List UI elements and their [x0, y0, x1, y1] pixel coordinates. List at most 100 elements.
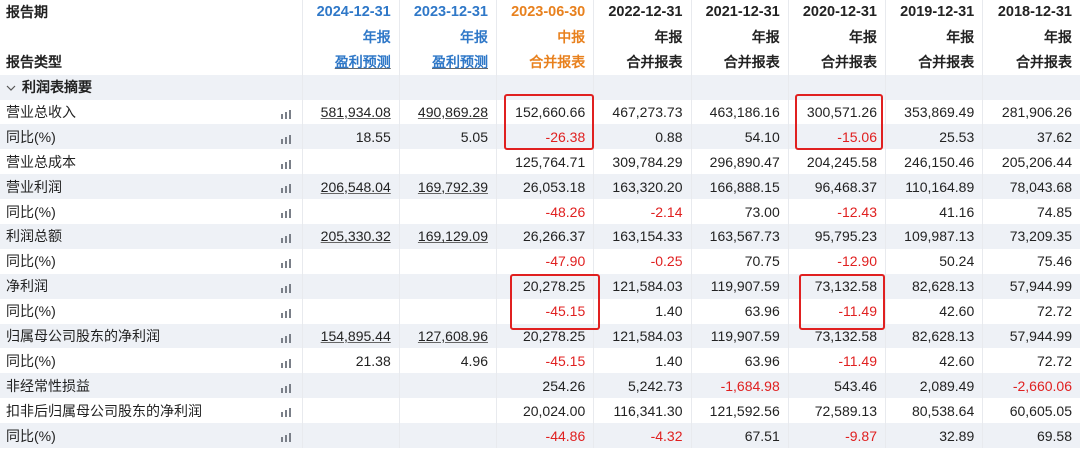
table-cell: 125,764.71	[495, 149, 594, 175]
column-report-kind: 年报	[787, 24, 886, 50]
table-cell: 63.96	[690, 298, 789, 324]
column-report-type[interactable]: 盈利预测	[301, 49, 400, 75]
bar-chart-icon[interactable]	[280, 431, 294, 443]
column-report-kind: 年报	[690, 24, 789, 50]
table-cell: 82,628.13	[884, 323, 983, 349]
row-label: 净利润	[0, 273, 280, 299]
table-cell	[301, 248, 400, 274]
bar-chart-icon[interactable]	[280, 357, 294, 368]
row-label: 同比(%)	[6, 253, 56, 270]
table-cell: 206,548.04	[301, 174, 400, 200]
table-cell: 57,944.99	[982, 273, 1080, 299]
table-cell	[301, 398, 400, 424]
table-row: 营业总成本 125,764.71 309,784.29 296,890.47 204,2…	[0, 149, 1080, 175]
row-label: 同比(%)	[0, 124, 280, 150]
bar-chart-icon[interactable]	[280, 406, 294, 418]
table-cell: 119,907.59	[690, 273, 789, 299]
table-cell	[301, 423, 400, 449]
column-date[interactable]: 2020-12-31	[787, 0, 886, 25]
bar-chart-icon[interactable]	[280, 133, 294, 144]
column-report-type[interactable]: 盈利预测	[398, 49, 497, 75]
table-cell	[301, 273, 400, 299]
column-date[interactable]: 2019-12-31	[884, 0, 983, 25]
bar-chart-icon[interactable]	[280, 207, 294, 219]
row-label: 归属母公司股东的净利润	[0, 323, 280, 349]
table-row: 非经常性损益 254.26 5,242.73 -1,684.98 543.46 2,089…	[0, 373, 1080, 399]
table-cell: 70.75	[690, 248, 789, 274]
table-cell: 4.96	[398, 348, 497, 374]
row-label: 同比(%)	[6, 352, 56, 369]
bar-chart-icon[interactable]	[280, 108, 294, 119]
row-label: 非经常性损益	[0, 373, 280, 399]
table-cell: 163,567.73	[690, 224, 789, 249]
column-date[interactable]: 2023-06-30	[495, 0, 594, 25]
column-report-type: 合并报表	[787, 49, 886, 75]
table-cell: 57,944.99	[982, 323, 1080, 349]
column-report-kind: 年报	[593, 24, 691, 50]
bar-chart-icon[interactable]	[280, 282, 294, 294]
table-row: 同比(%) -45.15 1.40 63.96 -11.49 42.60 72.72	[0, 298, 1080, 324]
column-date[interactable]: 2024-12-31	[301, 0, 400, 25]
column-report-type: 合并报表	[690, 49, 789, 75]
table-row: 同比(%) -48.26 -2.14 73.00 -12.43 41.16 74.85	[0, 199, 1080, 225]
table-cell: 116,341.30	[593, 398, 691, 424]
table-cell	[398, 298, 497, 324]
table-cell: -11.49	[787, 348, 886, 374]
bar-chart-icon[interactable]	[280, 257, 294, 269]
table-row: 净利润 20,278.25 121,584.03 119,907.59 73,132.5…	[0, 273, 1080, 299]
table-cell: 67.51	[690, 423, 789, 449]
bar-chart-icon[interactable]	[280, 382, 294, 393]
table-cell: 110,164.89	[884, 174, 983, 200]
table-cell: 119,907.59	[690, 323, 789, 349]
bar-chart-icon[interactable]	[280, 232, 294, 244]
bar-chart-icon[interactable]	[280, 332, 294, 343]
table-row: 同比(%) 18.55 5.05 -26.38 0.88 54.10 -15.06 25.53…	[0, 124, 1080, 150]
table-cell: 82,628.13	[884, 273, 983, 299]
row-label: 同比(%)	[6, 203, 56, 220]
table-cell: 95,795.23	[787, 224, 886, 249]
table-cell: -15.06	[787, 124, 886, 150]
section-title: 利润表摘要	[22, 79, 92, 96]
table-cell: -47.90	[495, 248, 594, 274]
table-cell: 73,209.35	[982, 224, 1080, 249]
table-cell: 163,320.20	[593, 174, 691, 200]
table-cell: 254.26	[495, 373, 594, 399]
chevron-down-icon[interactable]	[6, 83, 16, 93]
table-cell: 281,906.26	[982, 99, 1080, 125]
table-cell: -45.15	[495, 348, 594, 374]
section-row-income-summary[interactable]: 利润表摘要	[0, 74, 1080, 100]
table-cell: 353,869.49	[884, 99, 983, 125]
table-cell	[398, 423, 497, 449]
column-report-kind: 年报	[398, 24, 497, 50]
table-cell: 32.89	[884, 423, 983, 449]
column-date[interactable]: 2022-12-31	[593, 0, 691, 25]
table-cell: 20,024.00	[495, 398, 594, 424]
row-label: 同比(%)	[6, 303, 56, 320]
column-date[interactable]: 2021-12-31	[690, 0, 789, 25]
bar-chart-icon[interactable]	[280, 182, 294, 194]
table-cell: -44.86	[495, 423, 594, 449]
column-report-kind: 中报	[495, 24, 594, 50]
column-report-kind: 年报	[884, 24, 983, 50]
table-row: 利润总额 205,330.32 169,129.09 26,266.37 163,154…	[0, 224, 1080, 249]
table-cell: 5,242.73	[593, 373, 691, 399]
table-cell: 109,987.13	[884, 224, 983, 249]
column-date[interactable]: 2018-12-31	[982, 0, 1080, 25]
table-cell: -26.38	[495, 124, 594, 150]
table-cell: 63.96	[690, 348, 789, 374]
row-label: 同比(%)	[0, 423, 280, 449]
table-cell: -4.32	[593, 423, 691, 449]
bar-chart-icon[interactable]	[280, 307, 294, 318]
table-cell: 72,589.13	[787, 398, 886, 424]
table-cell: -2,660.06	[982, 373, 1080, 399]
table-cell: 166,888.15	[690, 174, 789, 200]
column-date[interactable]: 2023-12-31	[398, 0, 497, 25]
bar-chart-icon[interactable]	[280, 158, 294, 169]
table-cell: -12.90	[787, 248, 886, 274]
column-report-type: 合并报表	[593, 49, 691, 75]
table-cell: -11.49	[787, 298, 886, 324]
table-cell: 78,043.68	[982, 174, 1080, 200]
header-row-type: 报告类型 盈利预测 盈利预测 合并报表 合并报表 合并报表 合并报表 合并报表 合并报表	[0, 49, 1080, 75]
table-cell: 5.05	[398, 124, 497, 150]
